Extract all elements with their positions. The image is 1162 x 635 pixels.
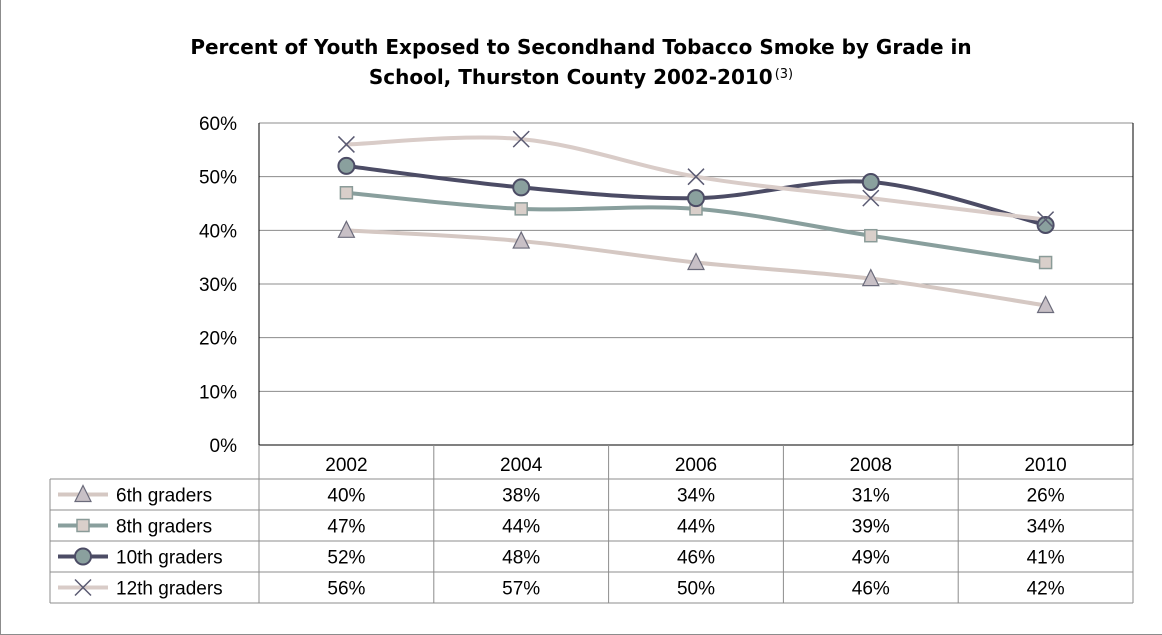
chart-title-note: (3) — [774, 67, 794, 82]
table-value-6th-graders: 31% — [852, 486, 890, 507]
legend-label-10th-graders: 10th graders — [116, 548, 223, 569]
data-point-8th-graders — [339, 186, 354, 200]
x-category-label: 2002 — [325, 455, 367, 476]
data-point-6th-graders — [1036, 295, 1055, 314]
table-value-12th-graders: 50% — [677, 579, 715, 600]
legend-label-6th-graders: 6th graders — [116, 486, 212, 507]
table-value-8th-graders: 47% — [327, 517, 365, 538]
data-point-6th-graders — [512, 230, 531, 249]
y-tick-label: 40% — [199, 221, 237, 242]
data-point-8th-graders — [864, 228, 878, 243]
data-point-8th-graders — [514, 202, 528, 216]
data-point-10th-graders — [337, 156, 356, 175]
legend-key-marker-8th-graders — [76, 518, 90, 533]
x-category-label: 2008 — [850, 455, 892, 476]
data-point-12th-graders — [1037, 211, 1055, 229]
table-value-12th-graders: 57% — [502, 579, 540, 600]
data-point-10th-graders — [512, 178, 531, 197]
table-value-10th-graders: 41% — [1027, 548, 1065, 569]
data-point-12th-graders — [337, 135, 355, 153]
legend-key-marker-12th-graders — [74, 578, 92, 597]
chart-title-line-2: School, Thurston County 2002-2010 — [368, 65, 773, 89]
data-point-10th-graders — [687, 189, 705, 208]
y-tick-label: 10% — [199, 382, 237, 403]
y-tick-label: 0% — [210, 436, 238, 457]
data-point-6th-graders — [687, 252, 705, 271]
x-category-label: 2010 — [1024, 455, 1066, 476]
table-value-8th-graders: 39% — [852, 517, 890, 538]
table-value-12th-graders: 56% — [327, 579, 365, 600]
y-tick-label: 20% — [199, 329, 237, 350]
y-tick-label: 30% — [199, 275, 237, 296]
data-point-12th-graders — [512, 130, 530, 148]
data-point-6th-graders — [337, 219, 356, 238]
table-value-8th-graders: 34% — [1027, 517, 1065, 538]
data-point-10th-graders — [861, 173, 880, 192]
table-value-6th-graders: 26% — [1027, 486, 1065, 507]
legend-key-marker-6th-graders — [74, 484, 92, 503]
y-tick-label: 50% — [199, 168, 237, 189]
legend-label-12th-graders: 12th graders — [116, 579, 223, 600]
table-value-6th-graders: 40% — [327, 486, 365, 507]
chart-title: Percent of Youth Exposed to Secondhand T… — [0, 34, 1162, 91]
table-value-12th-graders: 42% — [1027, 579, 1065, 600]
data-point-12th-graders — [862, 189, 880, 207]
table-value-8th-graders: 44% — [677, 517, 715, 538]
x-category-label: 2004 — [500, 455, 543, 476]
table-value-10th-graders: 49% — [852, 548, 890, 569]
table-value-6th-graders: 34% — [677, 486, 715, 507]
table-value-10th-graders: 48% — [502, 548, 540, 569]
data-point-12th-graders — [687, 168, 705, 186]
x-category-label: 2006 — [675, 455, 717, 476]
table-value-10th-graders: 52% — [327, 548, 365, 569]
table-value-8th-graders: 44% — [502, 517, 540, 538]
data-point-8th-graders — [1038, 255, 1053, 270]
data-point-6th-graders — [861, 268, 880, 287]
table-value-10th-graders: 46% — [677, 548, 715, 569]
data-point-10th-graders — [1036, 215, 1055, 234]
legend-key-marker-10th-graders — [74, 547, 92, 566]
y-tick-label: 60% — [199, 114, 237, 135]
chart-title-line-1: Percent of Youth Exposed to Secondhand T… — [190, 35, 972, 59]
legend-label-8th-graders: 8th graders — [116, 517, 212, 538]
table-value-6th-graders: 38% — [502, 486, 540, 507]
table-value-12th-graders: 46% — [852, 579, 890, 600]
